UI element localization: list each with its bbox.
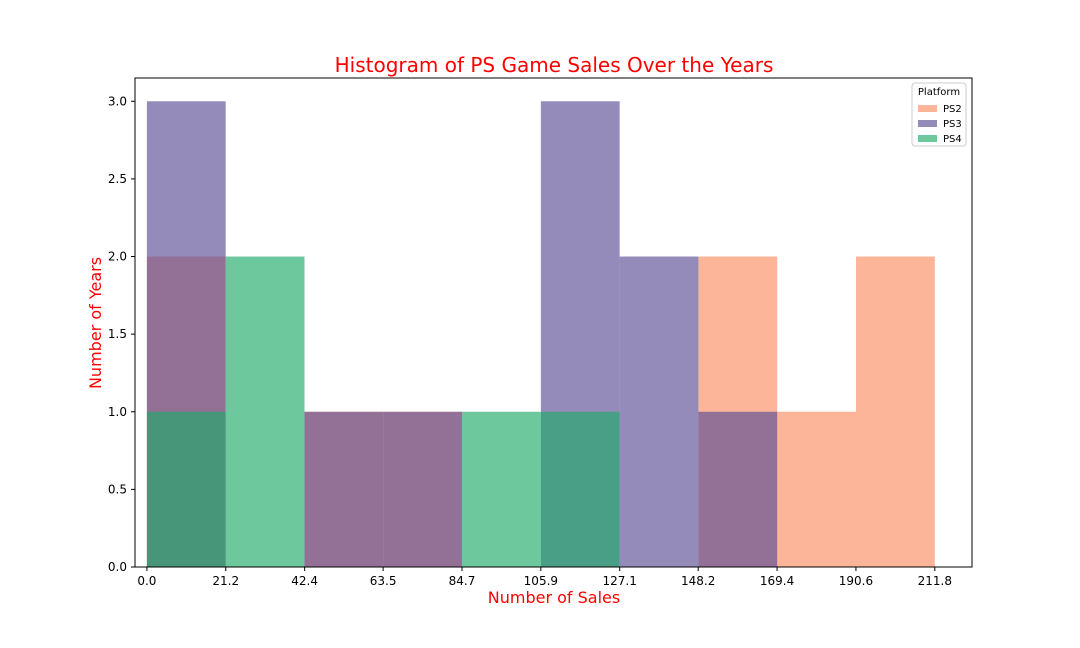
x-tick-label: 211.8 — [918, 574, 952, 588]
x-tick-label: 42.4 — [291, 574, 318, 588]
y-tick-label: 1.0 — [108, 405, 127, 419]
chart-title: Histogram of PS Game Sales Over the Year… — [335, 53, 774, 77]
legend-swatch-ps4 — [918, 135, 937, 142]
y-tick-label: 0.5 — [108, 482, 127, 496]
x-tick-label: 63.5 — [370, 574, 397, 588]
x-axis: 0.0 21.2 42.4 63.5 84.7 105.9 127.1 148.2 169.4 1… — [137, 567, 952, 588]
bar-ps3-bin-3 — [383, 411, 463, 567]
bar-ps2-bin-9 — [856, 256, 935, 567]
y-tick-label: 2.5 — [108, 172, 127, 186]
legend[interactable]: Platform PS2 PS3 PS4 — [911, 82, 967, 147]
bar-ps3-bin-7 — [698, 411, 778, 567]
x-tick-label: 148.2 — [681, 574, 715, 588]
legend-title: Platform — [918, 87, 960, 98]
x-tick-label: 127.1 — [603, 574, 637, 588]
y-tick-label: 0.0 — [108, 560, 127, 574]
x-tick-label: 84.7 — [449, 574, 476, 588]
legend-label-ps2: PS2 — [943, 104, 962, 115]
y-axis-title: Number of Years — [86, 257, 105, 389]
legend-label-ps3: PS3 — [943, 119, 962, 130]
bar-ps4-bin-0 — [146, 411, 226, 567]
x-tick-label: 0.0 — [137, 574, 156, 588]
histogram-bars — [146, 101, 935, 568]
y-tick-label: 2.0 — [108, 250, 127, 264]
legend-box — [911, 82, 967, 147]
bar-ps2-bin-8 — [777, 411, 857, 567]
bar-ps4-bin-4 — [462, 411, 541, 567]
bar-ps3-bin-2 — [304, 411, 384, 567]
legend-label-ps4: PS4 — [943, 134, 962, 145]
legend-swatch-ps2 — [918, 105, 937, 112]
x-tick-label: 21.2 — [212, 574, 239, 588]
legend-swatch-ps3 — [918, 120, 937, 127]
x-tick-label: 169.4 — [760, 574, 794, 588]
bar-ps4-bin-1 — [225, 256, 305, 567]
bar-ps4-bin-5 — [540, 411, 620, 567]
x-tick-label: 190.6 — [839, 574, 873, 588]
y-tick-label: 3.0 — [108, 94, 127, 108]
series-ps4 — [146, 256, 620, 567]
x-tick-label: 105.9 — [524, 574, 558, 588]
plot-frame — [134, 77, 973, 568]
x-axis-title: Number of Sales — [488, 588, 620, 607]
y-tick-label: 1.5 — [108, 327, 127, 341]
y-axis: 0.0 0.5 1.0 1.5 2.0 2.5 3.0 — [108, 94, 135, 574]
bar-ps3-bin-6 — [619, 256, 699, 567]
